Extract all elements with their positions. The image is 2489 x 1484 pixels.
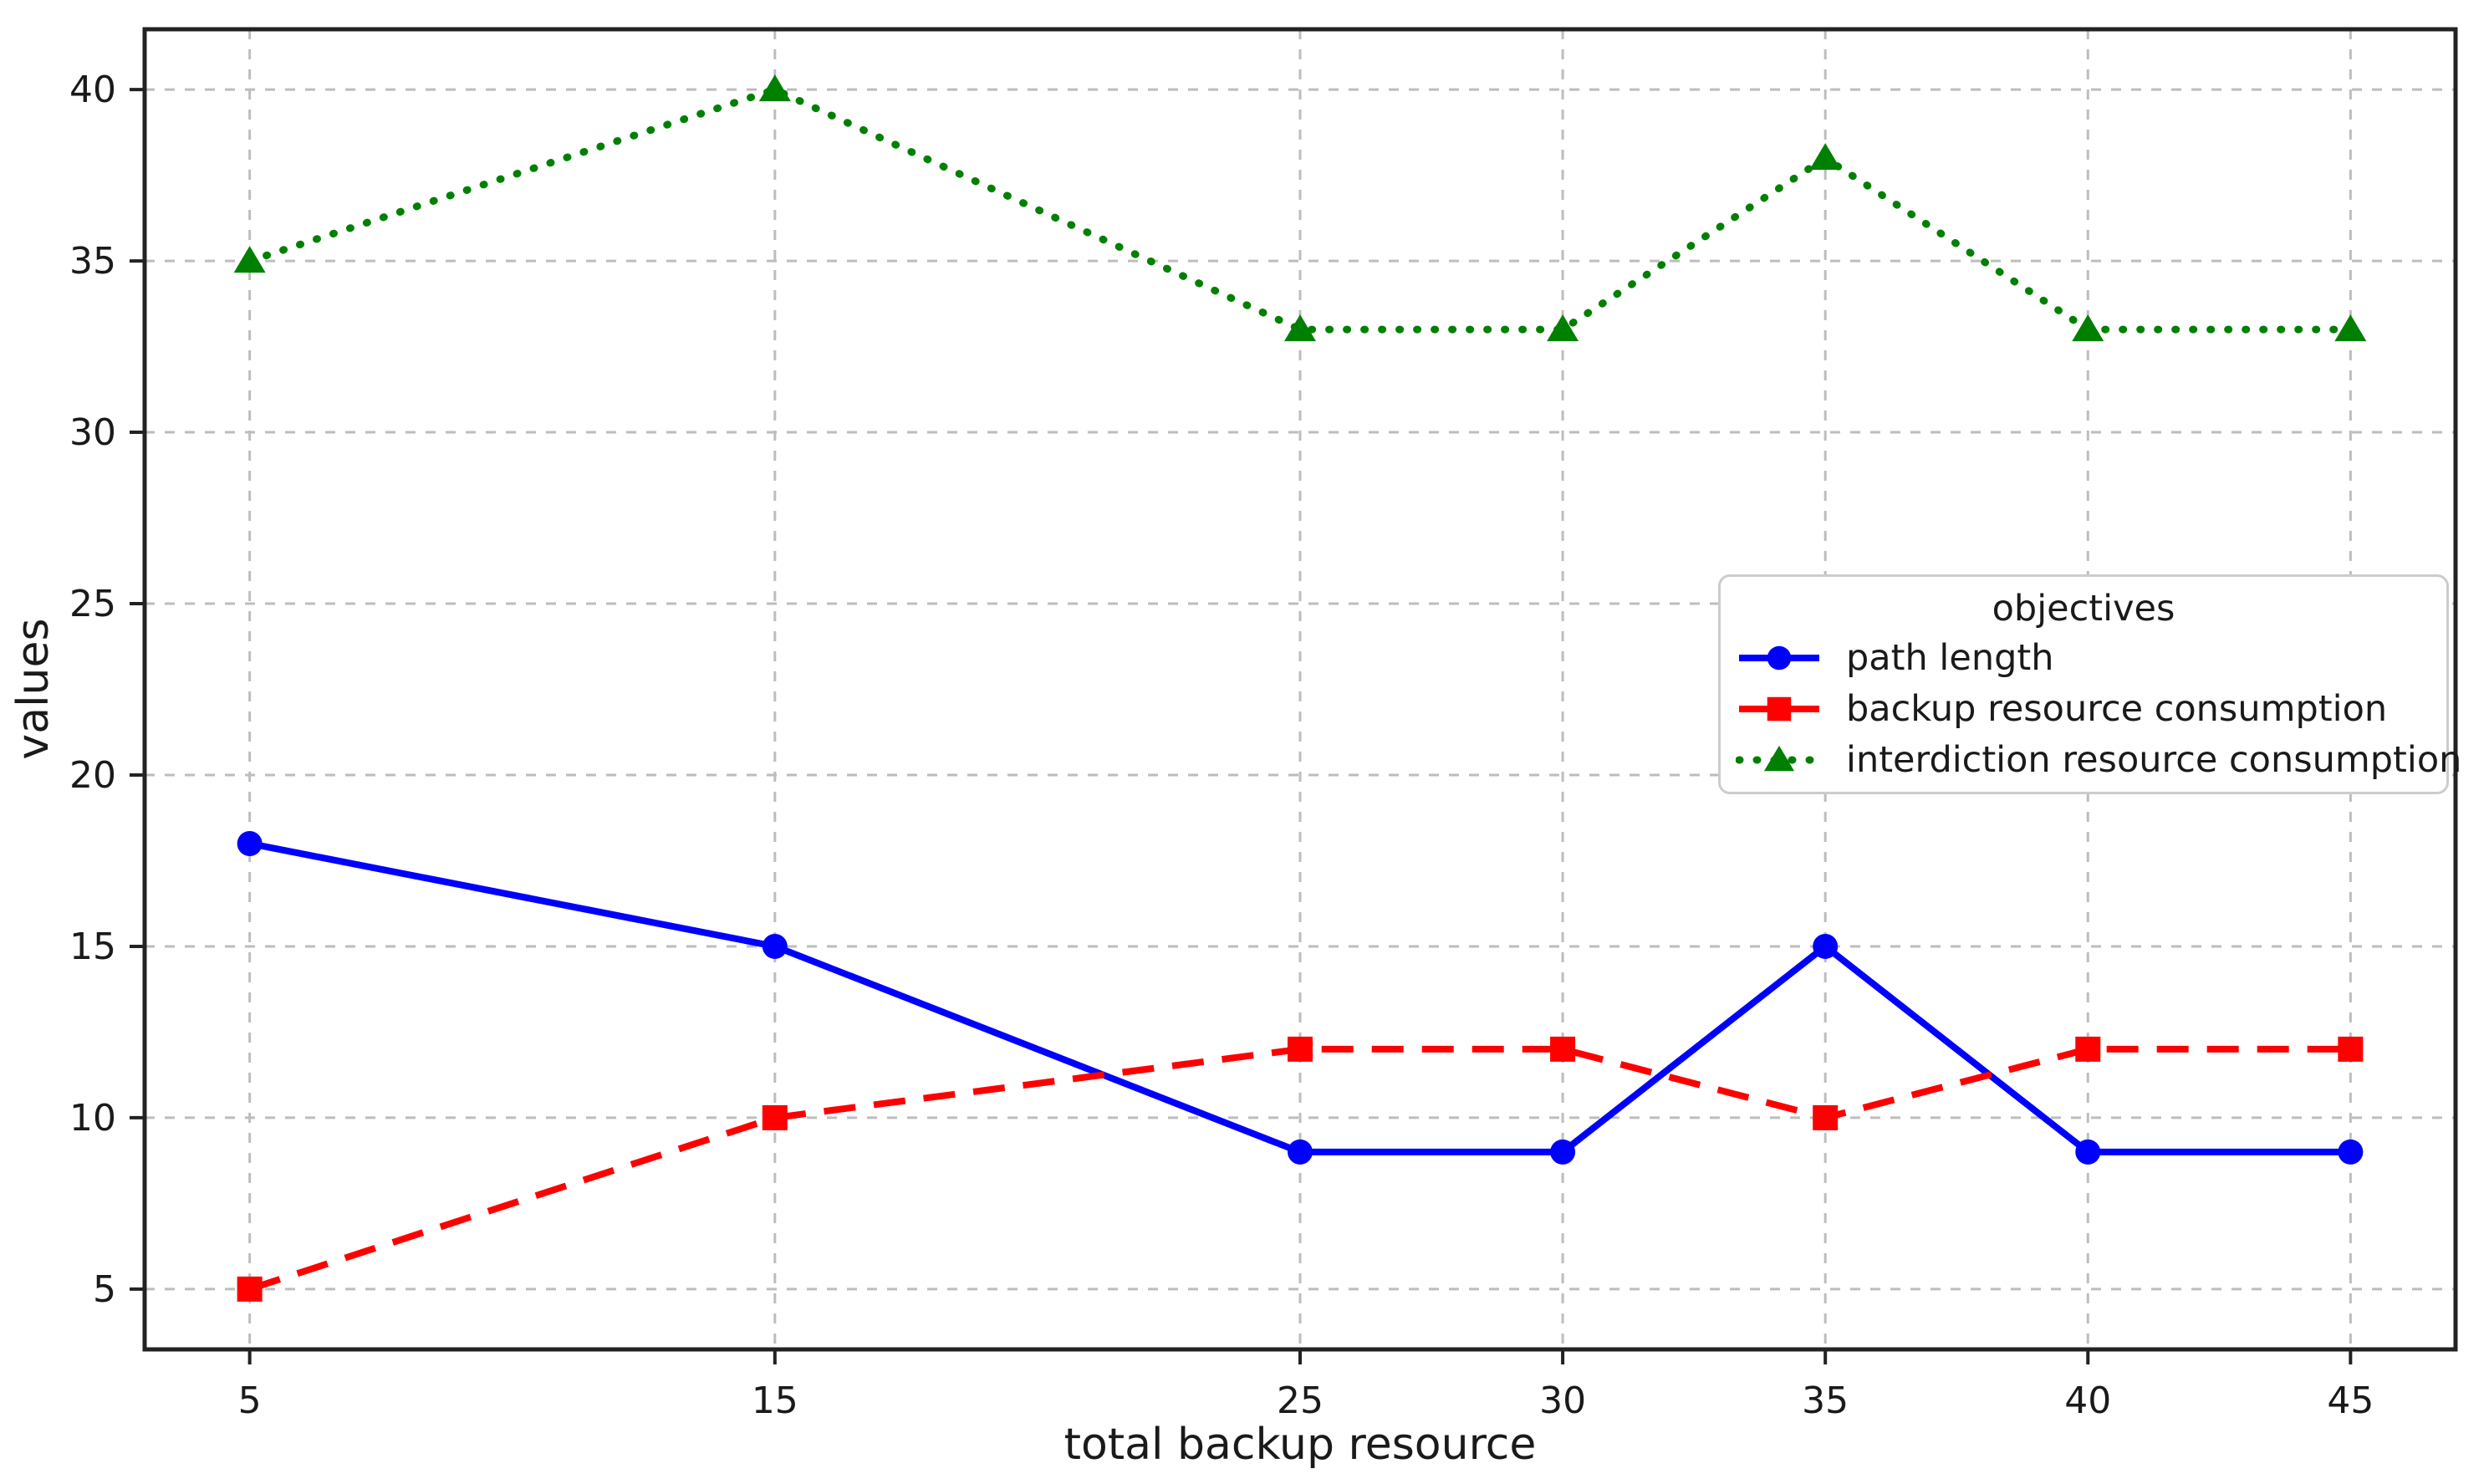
marker-path-length-0 xyxy=(237,830,263,856)
y-tick-label-35: 35 xyxy=(69,240,116,283)
marker-interdiction-resource-consumption-1 xyxy=(758,74,791,102)
marker-interdiction-resource-consumption-5 xyxy=(2072,314,2104,342)
legend-sample-green-dotted-triangle-icon xyxy=(1736,745,1823,771)
y-tick-label-40: 40 xyxy=(69,69,116,111)
marker-path-length-4 xyxy=(1813,933,1839,959)
x-tick-label-40: 40 xyxy=(2064,1379,2111,1422)
marker-interdiction-resource-consumption-0 xyxy=(233,246,266,273)
legend-item-path-length: path length xyxy=(1734,632,2433,683)
legend-title: objectives xyxy=(1992,588,2175,630)
marker-path-length-1 xyxy=(762,933,788,959)
marker-interdiction-resource-consumption-4 xyxy=(1809,143,1842,171)
x-tick-label-35: 35 xyxy=(1802,1379,1849,1422)
marker-path-length-6 xyxy=(2338,1139,2364,1165)
marker-path-length-3 xyxy=(1550,1139,1576,1165)
marker-interdiction-resource-consumption-2 xyxy=(1284,314,1316,342)
marker-backup-resource-consumption-0 xyxy=(237,1276,263,1302)
x-tick-label-30: 30 xyxy=(1539,1379,1586,1422)
x-tick-label-15: 15 xyxy=(752,1379,798,1422)
y-tick-label-5: 5 xyxy=(93,1268,116,1311)
marker-backup-resource-consumption-3 xyxy=(1550,1036,1576,1062)
x-tick-label-5: 5 xyxy=(238,1379,262,1422)
marker-path-length-2 xyxy=(1288,1139,1313,1165)
legend-label-backup-resource-consumption: backup resource consumption xyxy=(1846,687,2388,730)
legend-item-interdiction-resource-consumption: interdiction resource consumption xyxy=(1734,734,2461,785)
marker-interdiction-resource-consumption-3 xyxy=(1547,314,1579,342)
y-tick-label-20: 20 xyxy=(69,754,116,797)
legend-item-backup-resource-consumption: backup resource consumption xyxy=(1734,683,2433,734)
marker-backup-resource-consumption-1 xyxy=(762,1104,788,1130)
x-tick-label-45: 45 xyxy=(2327,1379,2374,1422)
y-tick-label-15: 15 xyxy=(69,926,116,968)
x-axis-title: total backup resource xyxy=(1063,1420,1537,1470)
marker-path-length-5 xyxy=(2075,1139,2101,1165)
marker-interdiction-resource-consumption-6 xyxy=(2334,314,2367,342)
marker-backup-resource-consumption-4 xyxy=(1813,1104,1839,1130)
y-tick-label-30: 30 xyxy=(69,411,116,454)
legend-label-interdiction-resource-consumption: interdiction resource consumption xyxy=(1846,738,2462,781)
marker-backup-resource-consumption-2 xyxy=(1288,1036,1313,1062)
marker-backup-resource-consumption-6 xyxy=(2338,1036,2364,1062)
y-tick-label-10: 10 xyxy=(69,1097,116,1140)
y-axis-title: values xyxy=(8,618,59,760)
legend-sample-marker xyxy=(1763,745,1795,771)
legend-sample-marker xyxy=(1767,645,1792,670)
x-tick-label-25: 25 xyxy=(1277,1379,1324,1422)
legend-sample-marker xyxy=(1767,696,1792,721)
y-tick-label-25: 25 xyxy=(69,583,116,625)
legend-sample-red-dashed-square-icon xyxy=(1739,696,1819,721)
legend-label-path-length: path length xyxy=(1846,636,2054,679)
marker-backup-resource-consumption-5 xyxy=(2075,1036,2101,1062)
legend-sample-blue-line-circle-icon xyxy=(1739,645,1819,670)
legend-box: objectives path length backup resource c… xyxy=(1718,574,2461,794)
